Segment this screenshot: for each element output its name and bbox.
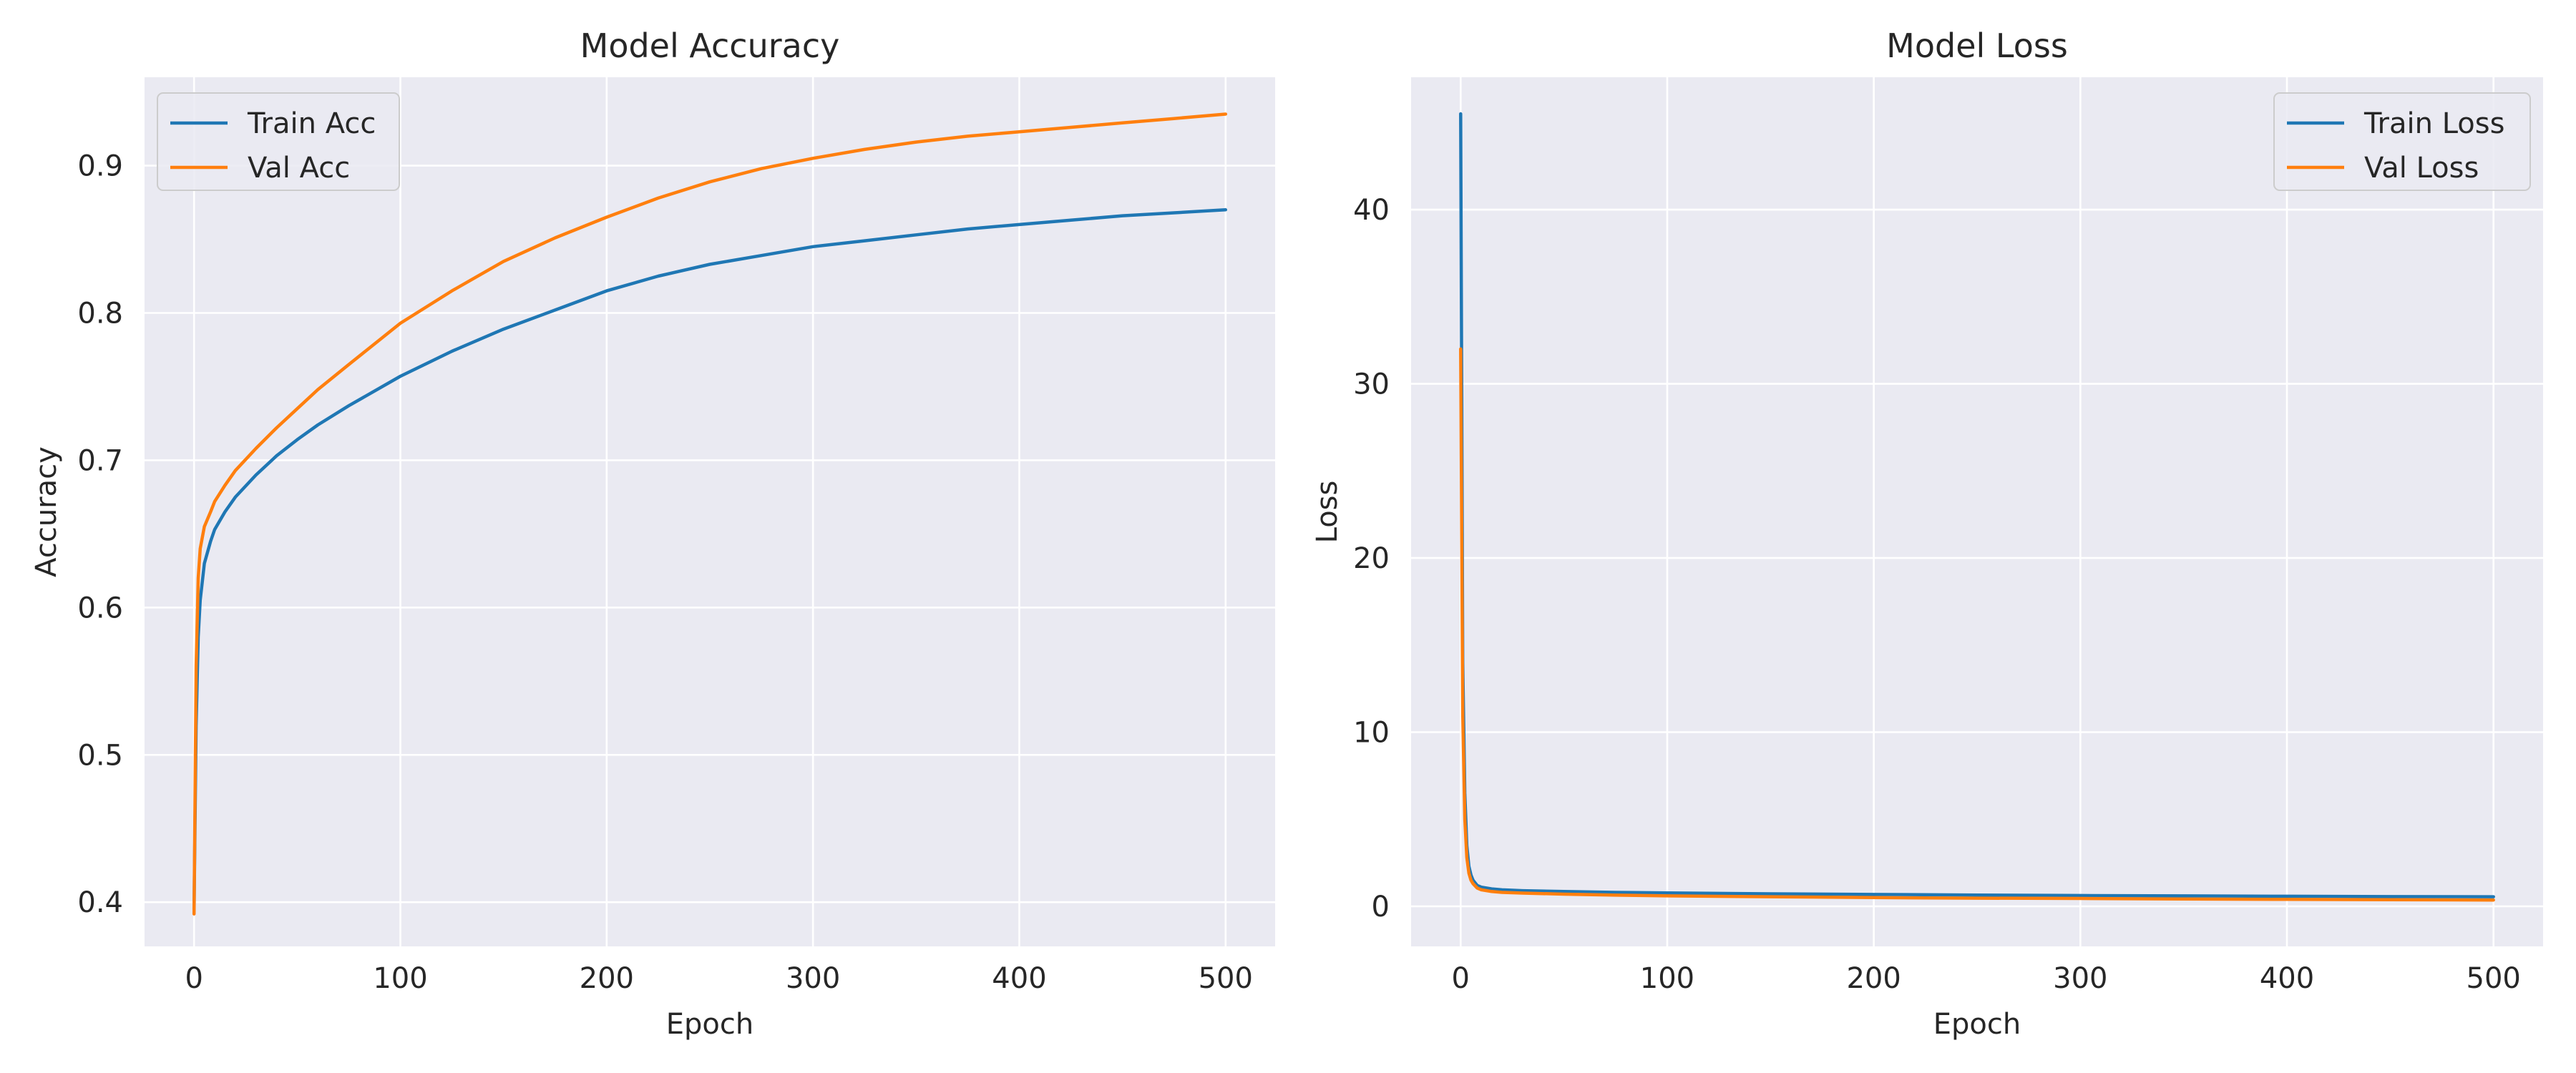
series-line-val-acc <box>192 112 1228 916</box>
legend-label: Train Loss <box>2363 107 2504 140</box>
y-tick-label: 0.5 <box>77 739 123 772</box>
x-tick-label: 0 <box>1452 962 1470 995</box>
legend: Train Acc Val Acc <box>157 92 400 191</box>
accuracy-panel: 0 100 200 300 400 500 0.4 0.5 0.6 0.7 0.8 0.9 Model … <box>30 26 1275 1041</box>
x-tick-label: 300 <box>2053 962 2107 995</box>
x-tick-label: 0 <box>185 962 203 995</box>
y-tick-label: 0.9 <box>77 150 123 183</box>
series-line-val-loss <box>1459 347 2495 902</box>
x-tick-label: 200 <box>1846 962 1901 995</box>
y-tick-label: 20 <box>1353 542 1390 575</box>
x-tick-label: 400 <box>992 962 1046 995</box>
x-tick-label: 300 <box>786 962 840 995</box>
x-tick-label: 100 <box>373 962 427 995</box>
x-tick-label: 200 <box>580 962 634 995</box>
y-tick-label: 0.7 <box>77 444 123 477</box>
x-tick-label: 500 <box>2467 962 2521 995</box>
x-tick-label: 400 <box>2260 962 2314 995</box>
chart-title: Model Accuracy <box>580 26 840 65</box>
y-tick-label: 30 <box>1353 368 1390 401</box>
legend: Train Loss Val Loss <box>2273 92 2531 191</box>
loss-panel: 0 100 200 300 400 500 0 10 20 30 40 Model Loss Epoch… <box>1311 26 2543 1041</box>
x-axis-label: Epoch <box>1933 1008 2021 1041</box>
y-tick-label: 0 <box>1372 891 1390 923</box>
legend-label: Val Acc <box>248 152 350 185</box>
plot-area <box>145 77 1275 946</box>
y-tick-label: 0.4 <box>77 886 123 919</box>
plot-area <box>1411 77 2543 946</box>
y-axis-label: Loss <box>1311 481 1344 544</box>
y-tick-label: 10 <box>1353 717 1390 750</box>
y-tick-label: 0.6 <box>77 592 123 624</box>
legend-label: Train Acc <box>247 107 376 140</box>
x-tick-label: 100 <box>1640 962 1694 995</box>
x-tick-label: 500 <box>1199 962 1253 995</box>
chart-title: Model Loss <box>1886 26 2068 65</box>
y-tick-label: 40 <box>1353 194 1390 227</box>
series-line-train-acc <box>192 208 1228 911</box>
x-axis-label: Epoch <box>666 1008 753 1041</box>
y-tick-label: 0.8 <box>77 297 123 330</box>
legend-label: Val Loss <box>2364 152 2479 185</box>
y-axis-label: Accuracy <box>30 446 63 577</box>
